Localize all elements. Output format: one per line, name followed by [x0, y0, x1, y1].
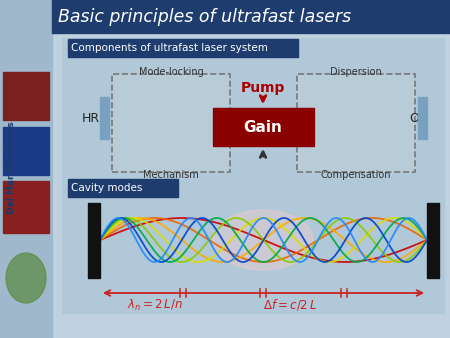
Bar — [52, 0, 450, 33]
Text: Basic principles of ultrafast lasers: Basic principles of ultrafast lasers — [58, 8, 351, 26]
Text: Dispersion: Dispersion — [330, 67, 382, 77]
Text: Mechanism: Mechanism — [143, 170, 199, 180]
Text: Gain: Gain — [243, 120, 283, 135]
Text: Pump: Pump — [241, 81, 285, 95]
Bar — [100, 97, 109, 139]
Bar — [0, 0, 52, 338]
Bar — [62, 187, 444, 313]
Bar — [68, 39, 298, 57]
Bar — [418, 97, 427, 139]
Bar — [112, 74, 230, 172]
Bar — [427, 203, 439, 278]
Ellipse shape — [6, 253, 46, 303]
Text: Mode-locking: Mode-locking — [139, 67, 203, 77]
Bar — [52, 33, 450, 338]
Text: $\lambda_n = 2\,L/n$: $\lambda_n = 2\,L/n$ — [127, 297, 183, 313]
Bar — [3, 127, 49, 175]
Text: Del Mar Photonics: Del Mar Photonics — [8, 122, 17, 214]
Text: Cavity modes: Cavity modes — [71, 183, 142, 193]
Text: Compensation: Compensation — [321, 170, 391, 180]
Text: $\Delta f = c/2\,L$: $\Delta f = c/2\,L$ — [263, 297, 317, 313]
Text: Components of ultrafast laser system: Components of ultrafast laser system — [71, 43, 268, 53]
Bar — [213, 108, 314, 146]
Bar — [88, 203, 100, 278]
Bar — [62, 38, 444, 186]
Bar — [3, 181, 49, 233]
Bar — [3, 72, 49, 120]
Bar — [68, 179, 178, 197]
Bar — [297, 74, 415, 172]
Text: OC: OC — [410, 112, 428, 124]
Ellipse shape — [213, 210, 313, 270]
Text: HR: HR — [82, 112, 100, 124]
